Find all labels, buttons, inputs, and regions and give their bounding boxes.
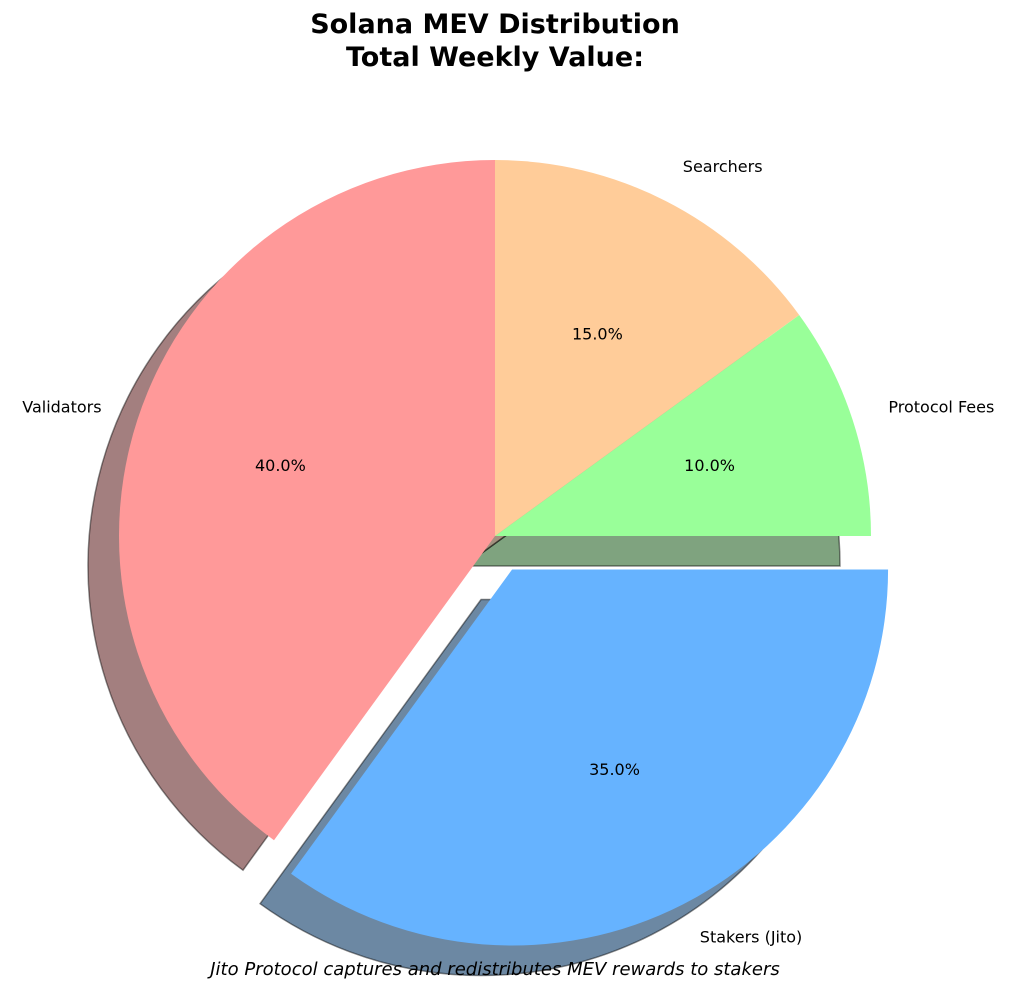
slice-percent-validators: 40.0% — [255, 456, 306, 475]
slice-stakers-jito — [291, 569, 889, 946]
slice-label-validators: Validators — [22, 398, 101, 417]
slice-label-searchers: Searchers — [683, 157, 763, 176]
pie-labels: Validators 40.0% Stakers (Jito) 35.0% Protoc… — [22, 157, 994, 947]
slice-label-stakers-jito: Stakers (Jito) — [700, 928, 802, 947]
slice-validators — [118, 160, 495, 841]
slice-label-protocol-fees: Protocol Fees — [888, 398, 994, 417]
slice-protocol-fees — [495, 314, 871, 536]
slice-percent-stakers-jito: 35.0% — [589, 760, 640, 779]
chart-title-line-1: Solana MEV Distribution — [310, 9, 680, 40]
chart-caption: Jito Protocol captures and redistributes… — [207, 959, 779, 980]
slice-percent-searchers: 15.0% — [572, 325, 623, 344]
pie-slices — [118, 160, 889, 946]
slice-searchers — [495, 160, 800, 536]
slice-percent-protocol-fees: 10.0% — [684, 456, 735, 475]
chart-title-line-2: Total Weekly Value: — [346, 42, 644, 73]
